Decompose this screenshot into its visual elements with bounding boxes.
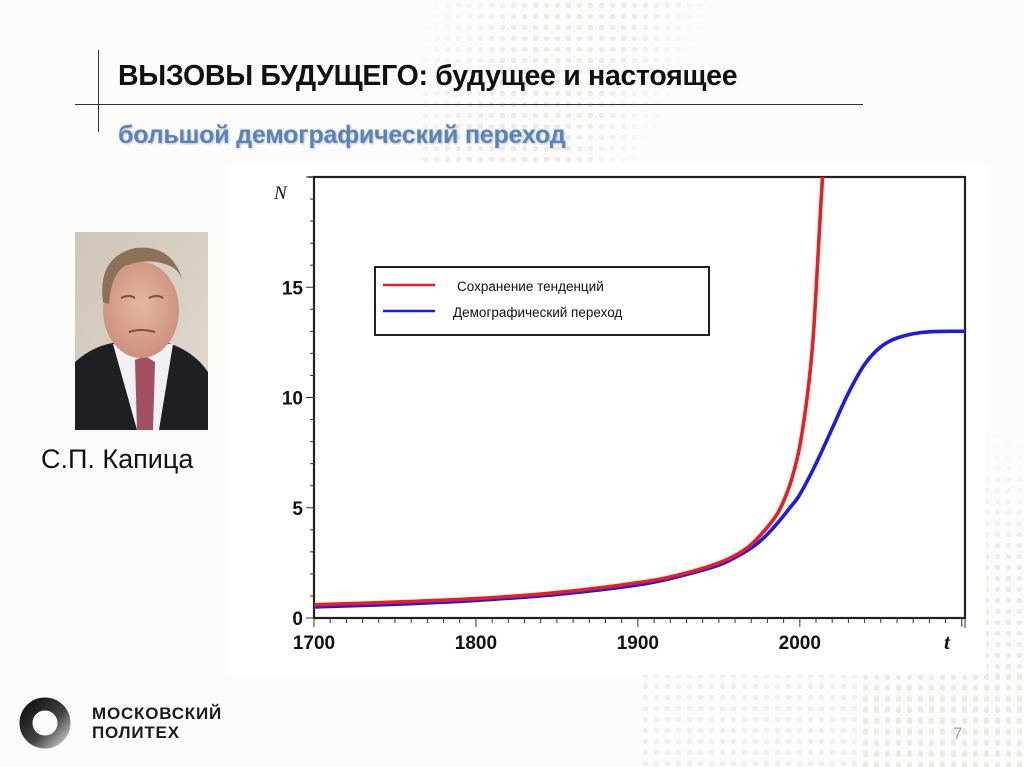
logo-line-2: политех: [92, 723, 180, 742]
portrait-caption: С.П. Капица: [41, 444, 194, 474]
chart-legend: Сохранение тенденций Демографический пере…: [374, 266, 710, 336]
chart-axes: 0 5 10 15 1700 1800 1900 2000 Nt: [273, 175, 967, 654]
y-tick-label: 10: [282, 389, 303, 410]
logo-line-1: московский: [92, 704, 222, 723]
y-tick-label: 5: [292, 499, 303, 520]
ring-logo-icon: [19, 697, 71, 749]
plot-frame: [312, 175, 967, 620]
x-tick-label: 1700: [293, 633, 335, 654]
x-axis-label: t: [944, 630, 951, 654]
legend-label: Сохранение тенденций: [457, 279, 604, 294]
slide-subtitle: большой демографический переход: [118, 121, 566, 149]
background-dot-pattern: [640, 670, 1024, 767]
portrait-person-icon: [75, 232, 208, 430]
y-tick-label: 15: [282, 278, 304, 299]
portrait-photo: [75, 232, 208, 430]
x-tick-label: 2000: [779, 633, 821, 654]
y-axis-label: N: [273, 183, 288, 204]
x-tick-label: 1900: [617, 633, 659, 654]
background-dot-pattern: [420, 0, 720, 170]
logo-wordmark: московский политех: [92, 704, 222, 742]
y-tick-label: 0: [292, 609, 303, 630]
page-number: 7: [953, 724, 963, 743]
series-line: [314, 177, 825, 607]
series-line: [314, 329, 965, 609]
x-tick-label: 1800: [455, 633, 497, 654]
population-chart: 0 5 10 15 1700 1800 1900 2000 Nt Сохранение тенд…: [273, 175, 967, 654]
legend-box: [374, 266, 710, 336]
title-divider-horizontal: [75, 104, 863, 105]
title-divider-vertical: [98, 50, 99, 132]
chart-series: [314, 177, 965, 609]
slide-title: ВЫЗОВЫ БУДУЩЕГО: будущее и настоящее: [118, 60, 738, 92]
legend-label: Демографический переход: [453, 305, 622, 320]
